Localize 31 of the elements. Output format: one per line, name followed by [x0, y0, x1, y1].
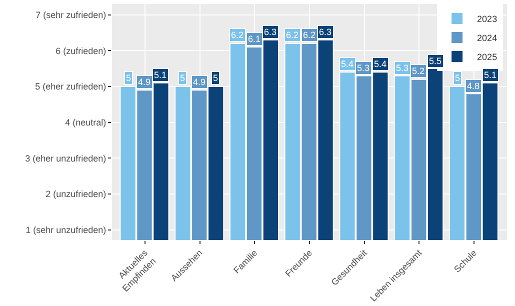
y-tick-label: 2 (unzufrieden): [46, 189, 106, 200]
data-label: 5.4: [374, 59, 387, 69]
data-label: 6.1: [248, 34, 261, 44]
data-label: 5.1: [484, 70, 497, 80]
data-label: 5.2: [412, 66, 425, 76]
data-label: 5.5: [429, 56, 442, 66]
y-tick-label: 6 (zufrieden): [56, 46, 106, 56]
data-label: 5.1: [154, 70, 167, 80]
data-label: 6.2: [286, 30, 299, 40]
data-label: 4.9: [193, 77, 206, 87]
data-label: 5.3: [357, 63, 370, 73]
data-label: 5: [180, 73, 186, 83]
data-label: 5: [126, 73, 132, 83]
data-label: 5.4: [341, 59, 354, 69]
legend-label: 2025: [477, 52, 498, 62]
y-tick-label: 4 (neutral): [65, 118, 106, 128]
y-tick-label: 7 (sehr zufrieden): [36, 10, 106, 20]
data-label: 6.3: [264, 27, 277, 37]
legend-label: 2024: [477, 33, 498, 44]
data-label: 6.2: [303, 30, 316, 40]
data-label: 5: [455, 73, 460, 83]
y-tick-label: 3 (eher unzufrieden): [25, 153, 106, 164]
data-label: 5: [213, 73, 218, 83]
data-label: 4.8: [467, 81, 480, 91]
data-label: 6.3: [319, 27, 332, 37]
data-label: 5.3: [396, 63, 409, 73]
y-tick-label: 5 (eher zufrieden): [35, 82, 106, 92]
data-label: 4.9: [138, 77, 151, 87]
data-label: 6.2: [231, 30, 244, 40]
legend-label: 2023: [477, 14, 498, 24]
y-tick-label: 1 (sehr unzufrieden): [26, 225, 106, 236]
